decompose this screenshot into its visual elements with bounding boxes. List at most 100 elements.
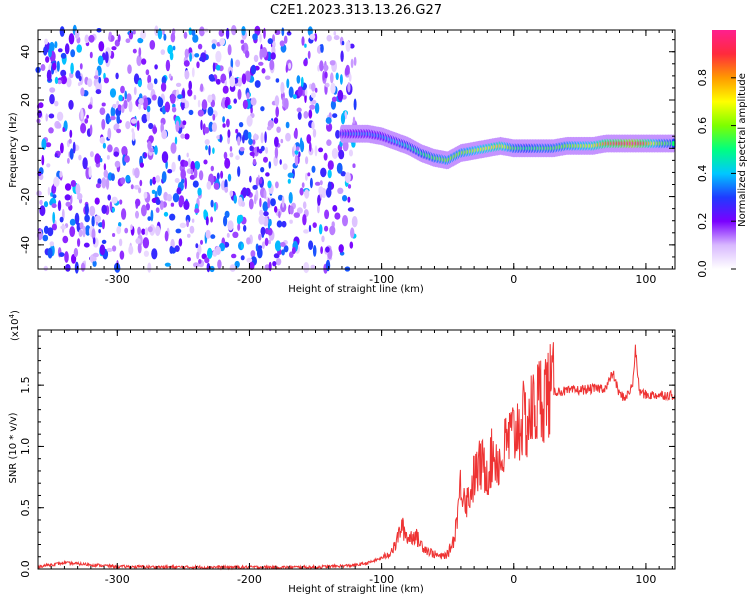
heatmap-cell	[125, 174, 131, 183]
heatmap-cell	[210, 216, 214, 223]
heatmap-cell	[64, 251, 69, 263]
heatmap-cell	[60, 69, 67, 77]
heatmap-cell	[256, 146, 260, 153]
heatmap-cell	[188, 80, 192, 91]
heatmap-cell	[130, 224, 133, 230]
heatmap-cell	[254, 194, 257, 205]
heatmap-cell	[107, 127, 112, 140]
heatmap-cell	[130, 118, 137, 124]
heatmap-cell	[254, 25, 261, 36]
heatmap-cell	[160, 82, 167, 92]
heatmap-cell	[139, 179, 143, 187]
heatmap-cell	[98, 229, 101, 234]
heatmap-cell	[125, 121, 131, 130]
heatmap-cell	[162, 29, 165, 35]
heatmap-cell	[224, 186, 229, 193]
heatmap-cell	[155, 175, 161, 183]
heatmap-cell	[347, 82, 351, 93]
heatmap-cell	[147, 140, 152, 150]
heatmap-cell	[146, 109, 150, 122]
heatmap-cell	[149, 40, 156, 50]
heatmap-cell	[329, 60, 336, 66]
heatmap-cell	[91, 215, 95, 228]
heatmap-cell	[325, 117, 332, 124]
heatmap-cell	[320, 246, 323, 255]
heatmap-cell	[310, 264, 316, 269]
heatmap-cell	[272, 261, 277, 267]
heatmap-cell	[54, 76, 59, 84]
heatmap-cell	[188, 109, 194, 116]
heatmap-cell	[118, 94, 123, 102]
heatmap-cell	[277, 194, 284, 201]
heatmap-cell	[103, 77, 109, 84]
heatmap-cell	[220, 73, 227, 84]
heatmap-cell	[211, 43, 216, 50]
heatmap-cell	[239, 214, 244, 222]
heatmap-cell	[114, 160, 121, 168]
heatmap-cell	[235, 155, 240, 161]
heatmap-cell	[138, 102, 142, 110]
heatmap-cell	[280, 242, 286, 247]
heatmap-cell	[248, 198, 254, 210]
heatmap-cell	[303, 58, 308, 67]
y-tick-label: -20	[19, 188, 32, 206]
heatmap-cell	[184, 48, 189, 59]
heatmap-cell	[204, 127, 210, 134]
y-tick-label: 0	[19, 145, 32, 152]
heatmap-cell	[301, 182, 305, 189]
heatmap-cell	[68, 33, 75, 45]
heatmap-cell	[332, 205, 338, 212]
colorbar: 0.0 0.2 0.4 0.6 0.8 Normalized spectral ampl…	[696, 30, 748, 278]
heatmap-cell	[70, 62, 74, 75]
heatmap-cell	[149, 178, 153, 186]
heatmap-cell	[280, 138, 284, 144]
heatmap-cell	[72, 141, 76, 154]
heatmap-cell	[275, 181, 279, 189]
colorbar-ticks: 0.0 0.2 0.4 0.6 0.8	[696, 69, 736, 278]
heatmap-cell	[254, 80, 261, 88]
heatmap-cell	[283, 35, 288, 44]
spectrogram-x-ticks: -300 -200 -100 0 100	[50, 30, 673, 286]
heatmap-cell	[123, 99, 128, 109]
y-tick-label: 0.0	[19, 560, 32, 578]
heatmap-cell	[198, 170, 204, 181]
snr-series-line	[37, 342, 676, 571]
heatmap-cell	[136, 55, 142, 67]
heatmap-cell	[197, 109, 204, 117]
heatmap-cell	[259, 209, 264, 217]
heatmap-cell	[206, 262, 211, 273]
heatmap-cell	[137, 37, 144, 44]
x-tick-label: 100	[635, 573, 656, 586]
heatmap-cell	[241, 73, 247, 85]
heatmap-cell	[83, 242, 90, 248]
heatmap-cell	[233, 194, 237, 204]
heatmap-cell	[222, 116, 226, 123]
heatmap-cell	[146, 105, 151, 113]
heatmap-cell	[178, 195, 185, 206]
heatmap-cell	[172, 193, 180, 203]
heatmap-cell	[133, 86, 137, 96]
heatmap-cell	[260, 167, 265, 173]
heatmap-cell	[298, 151, 301, 158]
colorbar-tick-label: 0.4	[696, 165, 709, 183]
heatmap-cell	[186, 219, 190, 228]
heatmap-cell	[338, 244, 344, 253]
heatmap-cell	[187, 89, 193, 97]
heatmap-cell	[45, 142, 52, 148]
heatmap-cell	[265, 172, 270, 177]
heatmap-cell	[314, 33, 318, 42]
heatmap-cell	[281, 249, 285, 256]
heatmap-cell	[119, 199, 123, 205]
heatmap-cell	[297, 111, 302, 120]
heatmap-cell	[117, 104, 122, 111]
heatmap-cell	[311, 99, 317, 105]
heatmap-cell	[311, 121, 315, 130]
heatmap-cell	[278, 211, 281, 219]
heatmap-cell	[289, 205, 294, 215]
heatmap-cell	[47, 186, 51, 196]
heatmap-cell	[242, 99, 248, 110]
y-tick-label: 1.5	[19, 376, 32, 394]
heatmap-cell	[283, 245, 289, 253]
heatmap-cell	[347, 196, 351, 203]
heatmap-cell	[131, 130, 136, 142]
